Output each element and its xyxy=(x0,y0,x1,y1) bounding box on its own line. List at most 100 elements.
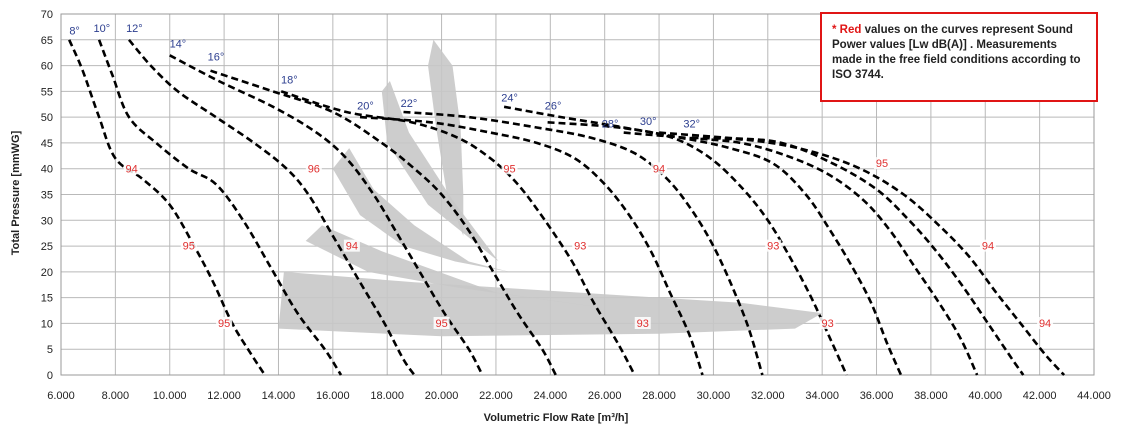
sound-power-label: 96 xyxy=(308,163,320,175)
y-tick-label: 5 xyxy=(47,344,53,356)
angle-label: 12° xyxy=(126,23,143,35)
sound-power-label: 95 xyxy=(876,158,888,170)
sound-label-bg xyxy=(216,317,233,330)
angle-label: 26° xyxy=(545,100,562,112)
angle-labels: 8° 10° 12° 14° 16° 18° 20° 22° 24° 26° 28° 30° 32° xyxy=(69,23,700,130)
angle-label: 14° xyxy=(170,39,187,51)
sound-label-bg xyxy=(979,239,996,252)
efficiency-band xyxy=(332,148,510,272)
y-tick-label: 60 xyxy=(41,61,53,73)
x-tick-label: 44.000 xyxy=(1077,390,1111,402)
sound-label-bg xyxy=(765,239,782,252)
x-tick-label: 32.000 xyxy=(751,390,785,402)
y-tick-label: 25 xyxy=(41,241,53,253)
y-tick-label: 30 xyxy=(41,215,53,227)
y-tick-label: 45 xyxy=(41,138,53,150)
note-text: values on the curves represent Sound Pow… xyxy=(832,24,1081,81)
curve-14deg xyxy=(169,54,484,376)
x-tick-label: 34.000 xyxy=(805,390,839,402)
y-axis-title: Total Pressure [mmWG] xyxy=(10,130,22,255)
angle-label: 30° xyxy=(640,116,657,128)
x-tick-label: 42.000 xyxy=(1023,390,1057,402)
curve-8deg xyxy=(68,39,266,376)
x-tick-label: 8.000 xyxy=(102,390,130,402)
x-tick-label: 30.000 xyxy=(697,390,731,402)
x-tick-label: 36.000 xyxy=(860,390,894,402)
sound-power-label: 93 xyxy=(821,318,833,330)
curve-26deg xyxy=(547,121,903,376)
x-tick-label: 40.000 xyxy=(968,390,1002,402)
sound-power-label: 94 xyxy=(346,241,358,253)
sound-power-label: 95 xyxy=(435,318,447,330)
x-axis-title: Volumetric Flow Rate [m³/h] xyxy=(484,412,629,424)
sound-label-bg xyxy=(873,157,890,170)
sound-label-bg xyxy=(180,239,197,252)
y-tick-label: 40 xyxy=(41,164,53,176)
y-tick-label: 65 xyxy=(41,35,53,47)
sound-label-bg xyxy=(651,162,668,175)
y-tick-label: 50 xyxy=(41,112,53,124)
sound-power-labels: 94 95 95 96 94 95 95 93 93 94 93 93 95 94 94 xyxy=(123,157,1054,330)
curve-24deg xyxy=(503,105,848,376)
efficiency-band xyxy=(428,39,464,236)
sound-power-label: 94 xyxy=(653,163,665,175)
sound-power-label: 95 xyxy=(503,163,515,175)
sound-label-bg xyxy=(501,162,518,175)
plot-frame xyxy=(60,13,1095,376)
efficiency-bands xyxy=(278,39,823,337)
curve-22deg xyxy=(403,110,764,376)
angle-label: 24° xyxy=(501,93,518,105)
x-tick-label: 24.000 xyxy=(533,390,567,402)
y-tick-label: 55 xyxy=(41,86,53,98)
x-tick-label: 38.000 xyxy=(914,390,948,402)
curve-16deg xyxy=(210,69,557,376)
y-tick-label: 35 xyxy=(41,190,53,202)
sound-power-note: * Red values on the curves represent Sou… xyxy=(820,12,1098,102)
x-tick-label: 20.000 xyxy=(425,390,459,402)
sound-label-bg xyxy=(634,317,651,330)
angle-label: 8° xyxy=(69,26,80,38)
x-tick-label: 28.000 xyxy=(642,390,676,402)
curve-18deg xyxy=(280,90,636,376)
sound-label-bg xyxy=(343,239,360,252)
x-tick-label: 6.000 xyxy=(47,390,75,402)
curve-10deg xyxy=(97,39,343,376)
sound-power-label: 93 xyxy=(574,241,586,253)
sound-power-label: 95 xyxy=(183,241,195,253)
angle-label: 18° xyxy=(281,75,298,87)
y-tick-label: 20 xyxy=(41,267,53,279)
blade-angle-curves xyxy=(68,38,1066,376)
curve-32deg xyxy=(691,136,1066,376)
sound-power-label: 94 xyxy=(982,241,994,253)
note-red-marker: * Red xyxy=(832,24,862,36)
angle-label: 32° xyxy=(683,118,700,130)
x-tick-label: 22.000 xyxy=(479,390,513,402)
sound-power-label: 93 xyxy=(767,241,779,253)
angle-label: 10° xyxy=(93,23,110,35)
curve-28deg xyxy=(623,131,979,376)
x-tick-label: 12.000 xyxy=(207,390,241,402)
sound-power-label: 95 xyxy=(218,318,230,330)
curve-30deg xyxy=(658,131,1025,376)
sound-label-bg xyxy=(123,162,140,175)
angle-label: 28° xyxy=(602,118,619,130)
y-tick-label: 10 xyxy=(41,318,53,330)
sound-power-label: 94 xyxy=(126,163,138,175)
x-tick-label: 18.000 xyxy=(370,390,404,402)
sound-label-bg xyxy=(572,239,589,252)
sound-label-bg xyxy=(819,317,836,330)
efficiency-band xyxy=(305,225,605,308)
y-tick-label: 15 xyxy=(41,293,53,305)
x-tick-label: 16.000 xyxy=(316,390,350,402)
angle-label: 22° xyxy=(401,98,418,110)
x-tick-label: 14.000 xyxy=(262,390,296,402)
axis-ticks: 6.000 8.000 10.000 12.000 14.000 16.000 18.000… xyxy=(41,9,1111,402)
y-tick-label: 70 xyxy=(41,9,53,21)
x-tick-label: 10.000 xyxy=(153,390,187,402)
sound-power-label: 94 xyxy=(1039,318,1051,330)
sound-label-bg xyxy=(1037,317,1054,330)
angle-label: 20° xyxy=(357,100,374,112)
efficiency-band xyxy=(278,271,823,337)
x-tick-label: 26.000 xyxy=(588,390,622,402)
